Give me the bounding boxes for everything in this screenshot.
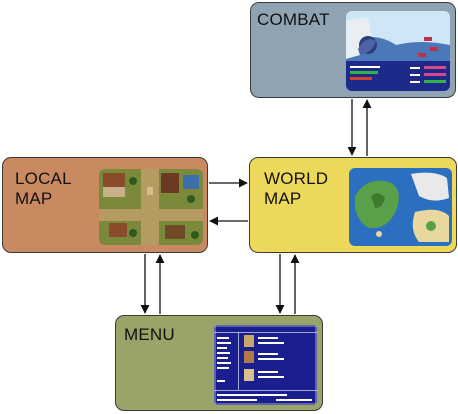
world-map-node: WORLD MAP	[249, 157, 457, 253]
combat-node: COMBAT	[250, 2, 456, 98]
local-map-screenshot	[99, 169, 203, 245]
combat-label: COMBAT	[257, 10, 330, 29]
menu-label: MENU	[124, 325, 175, 344]
combat-screenshot	[346, 11, 450, 91]
world-map-label: WORLD MAP	[264, 169, 329, 208]
world-map-screenshot	[349, 168, 452, 246]
menu-screenshot	[214, 325, 317, 405]
menu-node: MENU	[115, 315, 323, 411]
local-map-label: LOCAL MAP	[15, 169, 72, 208]
local-map-node: LOCAL MAP	[2, 157, 208, 253]
